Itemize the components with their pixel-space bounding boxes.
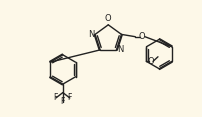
Text: O: O: [104, 14, 111, 23]
Text: N: N: [87, 30, 94, 39]
Text: F: F: [60, 97, 65, 106]
Text: N: N: [117, 45, 123, 54]
Text: O: O: [138, 32, 145, 41]
Text: O: O: [147, 57, 153, 66]
Text: F: F: [67, 93, 72, 102]
Text: F: F: [54, 93, 58, 102]
